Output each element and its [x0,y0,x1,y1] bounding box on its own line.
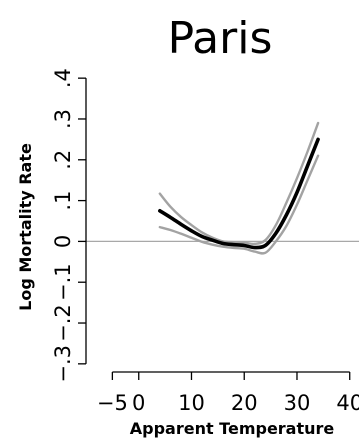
x-axis-ticks: −5 0 10 20 30 40 [97,372,359,415]
x-tick-label: 30 [284,391,311,415]
y-tick-label: .4 [51,68,75,88]
y-axis-label: Log Mortality Rate [16,143,35,311]
y-tick-label: 0 [51,235,75,248]
x-tick-label: 20 [231,391,258,415]
series-layer [158,121,320,255]
y-tick-label: .2 [51,150,75,170]
y-tick-label: .3 [51,109,75,129]
y-tick-label: −.2 [51,304,75,342]
x-tick-label: 0 [132,391,145,415]
x-tick-label: −5 [97,391,128,415]
x-tick-label: 10 [178,391,205,415]
y-tick-label: −.1 [51,263,75,301]
upper-confidence-line [158,121,320,246]
y-tick-label: −.3 [51,345,75,383]
plot-area [86,121,359,255]
chart-title: Paris [168,13,273,64]
lower-confidence-line [158,154,320,255]
y-axis-ticks: −.3 −.2 −.1 0 .1 .2 .3 .4 [51,68,86,383]
y-tick-label: .1 [51,191,75,211]
x-axis-label: Apparent Temperature [130,419,335,438]
x-tick-label: 40 [336,391,359,415]
estimate-line [158,137,320,250]
